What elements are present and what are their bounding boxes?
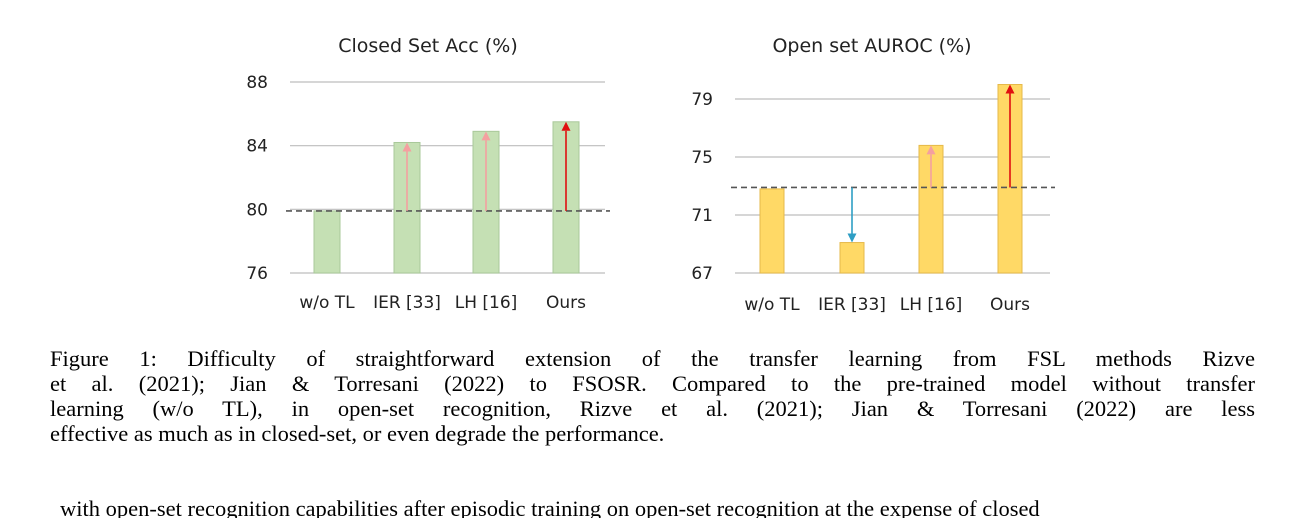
y-tick-label: 80 bbox=[246, 200, 268, 220]
x-category-label: Ours bbox=[990, 295, 1030, 315]
arrow-head bbox=[1005, 84, 1015, 94]
body-text-cutoff: with open-set recognition capabilities a… bbox=[60, 496, 1040, 518]
y-tick-label: 75 bbox=[691, 148, 713, 168]
y-tick-label: 84 bbox=[246, 137, 268, 157]
caption-line: Figure 1: Difficulty of straightforward … bbox=[50, 346, 1255, 371]
x-category-label: LH [16] bbox=[900, 295, 963, 315]
y-tick-label: 76 bbox=[246, 264, 268, 284]
figure-caption: Figure 1: Difficulty of straightforward … bbox=[50, 346, 1255, 446]
closed-set-chart: Closed Set Acc (%) 76 80 84 88 w/o TL IER [3… bbox=[246, 35, 610, 313]
figure-charts: Closed Set Acc (%) 76 80 84 88 w/o TL IER [3… bbox=[246, 35, 1055, 315]
x-category-label: IER [33] bbox=[373, 293, 441, 313]
arrow-head bbox=[847, 233, 857, 243]
arrow-head bbox=[926, 145, 936, 155]
caption-line: effective as much as in closed-set, or e… bbox=[50, 421, 665, 446]
y-tick-label: 71 bbox=[691, 206, 713, 226]
x-category-label: w/o TL bbox=[299, 293, 355, 313]
caption-line: learning (w/o TL), in open-set recogniti… bbox=[50, 396, 1255, 421]
x-category-label: IER [33] bbox=[818, 295, 886, 315]
bar bbox=[759, 188, 785, 274]
x-category-label: w/o TL bbox=[744, 295, 800, 315]
bar bbox=[313, 210, 341, 274]
x-category-label: LH [16] bbox=[455, 293, 518, 313]
chart-title: Open set AUROC (%) bbox=[772, 35, 971, 57]
chart-title: Closed Set Acc (%) bbox=[338, 35, 518, 57]
arrow-head bbox=[561, 121, 571, 131]
open-set-chart: Open set AUROC (%) 67 71 75 79 w/o TL IER [3… bbox=[691, 35, 1055, 315]
y-tick-label: 79 bbox=[691, 90, 713, 110]
arrow-head bbox=[481, 131, 491, 141]
caption-line: et al. (2021); Jian & Torresani (2022) t… bbox=[50, 371, 1255, 396]
y-tick-label: 67 bbox=[691, 264, 713, 284]
x-category-label: Ours bbox=[546, 293, 586, 313]
y-tick-label: 88 bbox=[246, 73, 268, 93]
arrow-head bbox=[402, 142, 412, 152]
bar bbox=[839, 242, 865, 274]
